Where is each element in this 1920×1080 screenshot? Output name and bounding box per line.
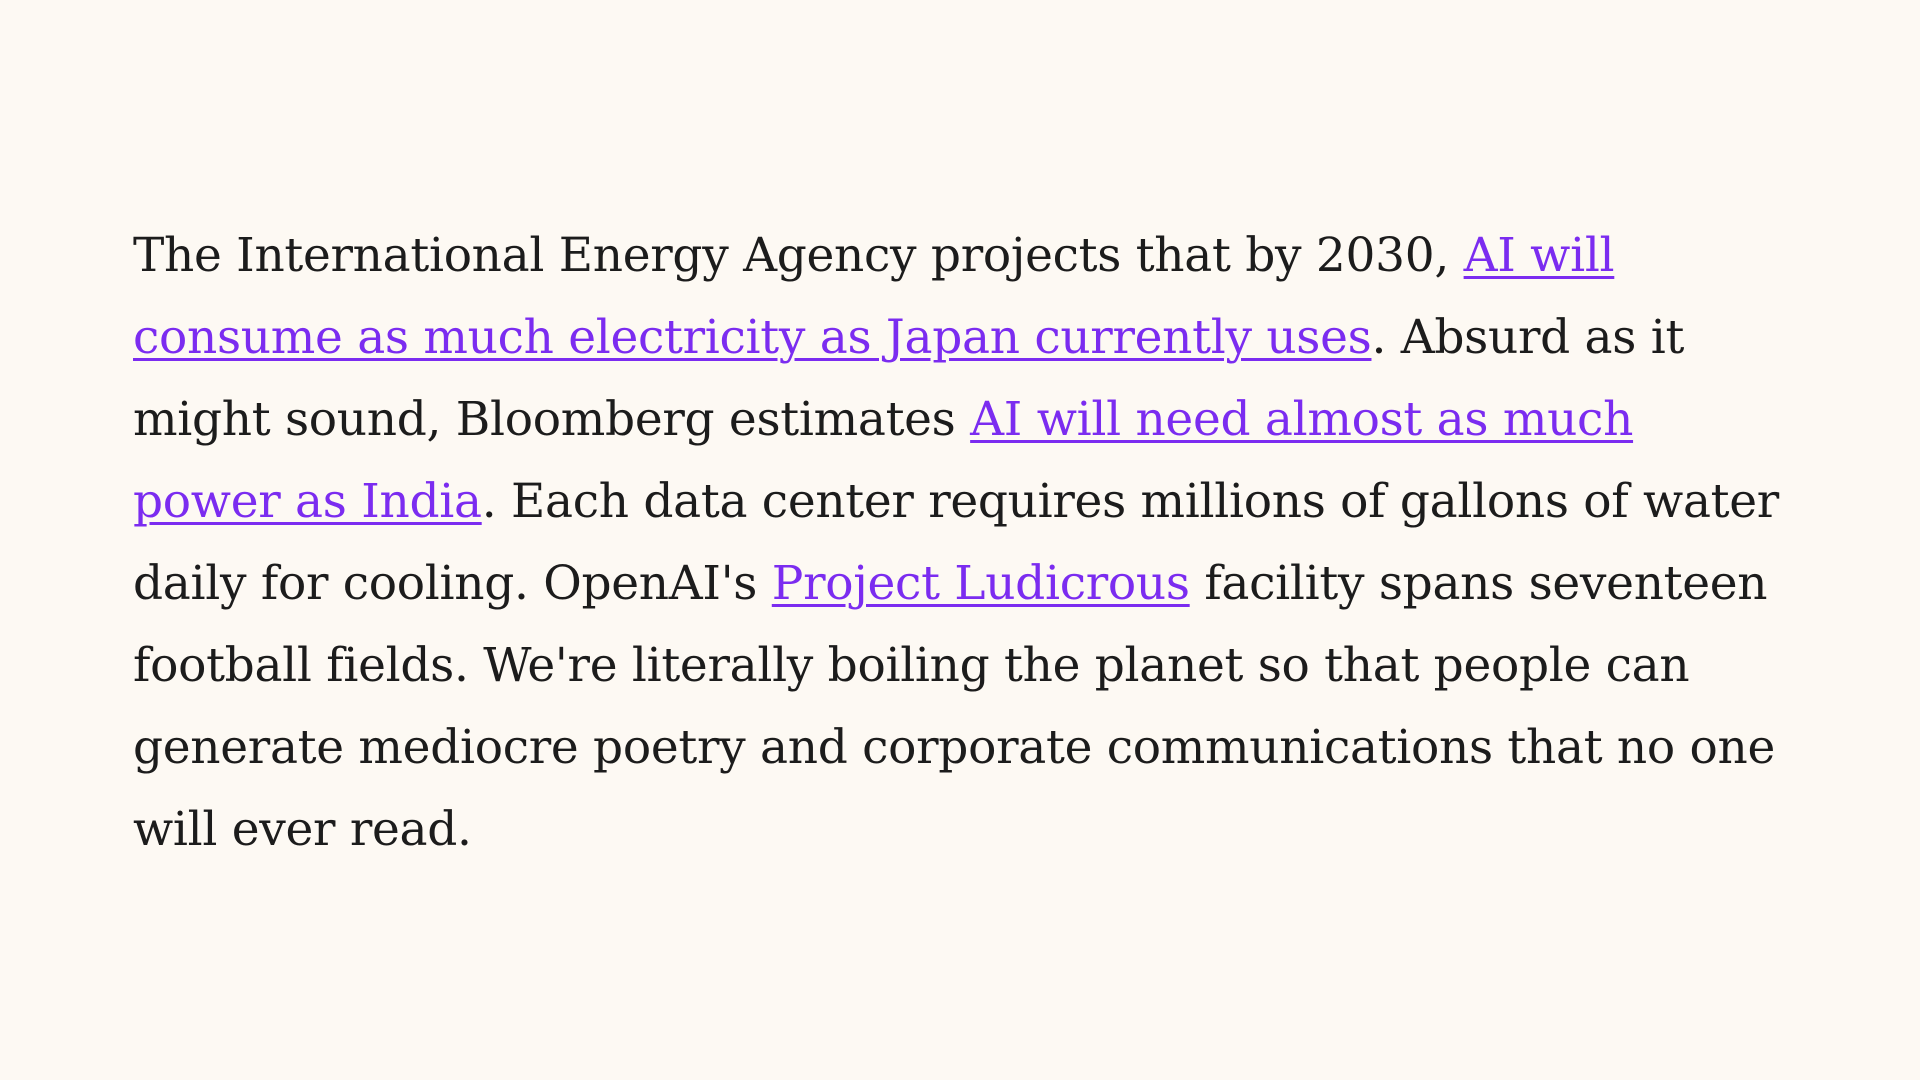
paragraph-text: The International Energy Agency projects… xyxy=(133,228,1464,283)
article-paragraph: The International Energy Agency projects… xyxy=(133,215,1793,871)
link-project-ludicrous[interactable]: Project Ludicrous xyxy=(771,556,1190,611)
paragraph-text: . Each data center requires millions of … xyxy=(133,474,1779,611)
link-ai-electricity-japan[interactable]: AI will consume as much electricity as J… xyxy=(133,228,1615,365)
paragraph-text: facility spans seventeen football fields… xyxy=(133,556,1776,857)
paragraph-text: . Absurd as it might sound, Bloomberg es… xyxy=(133,310,1685,447)
link-ai-power-india[interactable]: AI will need almost as much power as Ind… xyxy=(133,392,1634,529)
